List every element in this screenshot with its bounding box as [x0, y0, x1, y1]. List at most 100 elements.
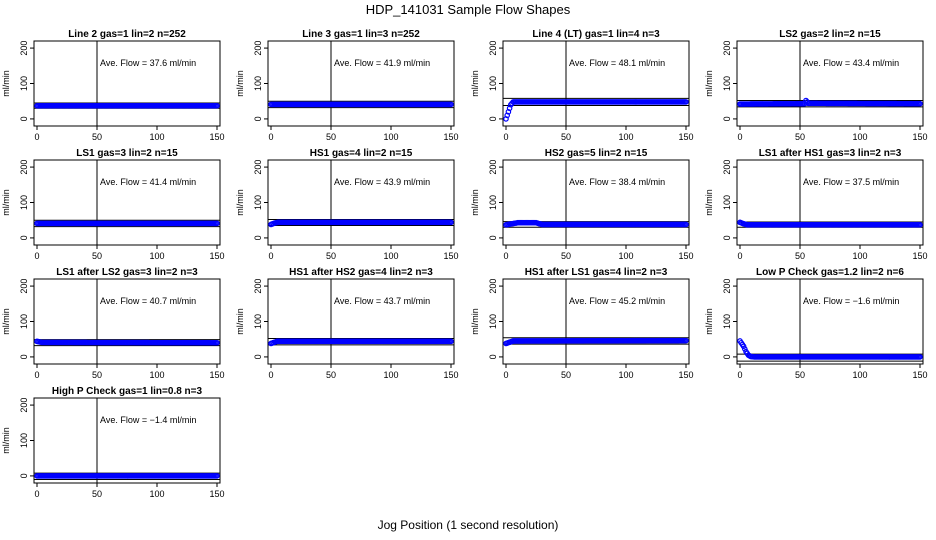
- y-tick-label: 200: [488, 41, 498, 56]
- plot-frame: [736, 278, 924, 365]
- y-tick-label: 100: [253, 76, 263, 91]
- y-axis-label: ml/min: [470, 308, 480, 335]
- data-point: [214, 103, 220, 109]
- y-axis-label: ml/min: [235, 70, 245, 97]
- data-point: [448, 338, 454, 345]
- y-tick-label: 200: [19, 160, 29, 175]
- x-tick-label: 50: [561, 132, 571, 142]
- y-tick-label: 0: [19, 235, 29, 240]
- x-tick-label: 0: [737, 251, 742, 261]
- panel-title: Line 4 (LT) gas=1 lin=4 n=3: [532, 29, 660, 40]
- x-tick-label: 150: [912, 132, 927, 142]
- x-tick-label: 50: [795, 251, 805, 261]
- y-tick-label: 0: [488, 235, 498, 240]
- data-point: [214, 473, 220, 479]
- y-tick-label: 0: [253, 116, 263, 121]
- x-tick-label: 0: [737, 132, 742, 142]
- y-axis-label: ml/min: [1, 70, 11, 97]
- data-point: [214, 339, 220, 346]
- panel-title: LS2 gas=2 lin=2 n=15: [779, 29, 881, 40]
- plot-frame: [267, 159, 455, 246]
- x-tick-label: 100: [618, 251, 633, 261]
- data-points: [34, 103, 220, 109]
- x-tick-label: 150: [209, 251, 224, 261]
- average-flow-annotation: Ave. Flow = −1.6 ml/min: [803, 296, 899, 306]
- x-tick-label: 100: [852, 370, 867, 380]
- chart-panel: HS2 gas=5 lin=2 n=15 ml/min 0 100 200 0 50 100 1…: [470, 148, 694, 261]
- data-point: [917, 100, 923, 107]
- x-tick-label: 150: [443, 370, 458, 380]
- data-points: [268, 219, 454, 228]
- y-axis-label: ml/min: [704, 308, 714, 335]
- x-tick-label: 150: [443, 251, 458, 261]
- chart-panel: LS1 gas=3 lin=2 n=15 ml/min 0 100 200 0 50 100 1…: [1, 148, 225, 261]
- data-point: [448, 219, 454, 226]
- average-flow-annotation: Ave. Flow = 48.1 ml/min: [569, 58, 665, 68]
- x-tick-label: 0: [737, 370, 742, 380]
- x-tick-label: 0: [503, 370, 508, 380]
- x-tick-label: 0: [34, 489, 39, 499]
- plot-frame: [502, 278, 690, 365]
- plot-frame: [33, 397, 221, 484]
- x-tick-label: 50: [326, 251, 336, 261]
- x-tick-label: 100: [149, 132, 164, 142]
- y-tick-label: 0: [19, 116, 29, 121]
- y-tick-label: 100: [488, 76, 498, 91]
- plot-frame: [33, 40, 221, 127]
- data-point: [683, 337, 689, 344]
- plot-frame: [736, 159, 924, 246]
- chart-panel: LS1 after LS2 gas=3 lin=2 n=3 ml/min 0 100 2…: [1, 267, 225, 380]
- data-point: [917, 354, 923, 360]
- y-tick-label: 100: [19, 195, 29, 210]
- x-tick-label: 0: [503, 132, 508, 142]
- y-tick-label: 0: [722, 354, 732, 359]
- data-points: [737, 219, 923, 228]
- y-tick-label: 200: [19, 398, 29, 413]
- y-tick-label: 100: [722, 76, 732, 91]
- chart-panel: High P Check gas=1 lin=0.8 n=3 ml/min 0 100…: [1, 386, 225, 499]
- x-tick-label: 100: [852, 132, 867, 142]
- data-points: [503, 337, 689, 347]
- data-points: [503, 99, 689, 122]
- x-tick-label: 50: [92, 489, 102, 499]
- x-tick-label: 0: [268, 132, 273, 142]
- y-tick-label: 100: [722, 314, 732, 329]
- average-flow-annotation: Ave. Flow = 41.9 ml/min: [334, 58, 430, 68]
- x-tick-label: 50: [326, 132, 336, 142]
- x-tick-label: 100: [149, 370, 164, 380]
- data-points: [503, 219, 689, 228]
- plot-frame: [267, 278, 455, 365]
- x-tick-label: 50: [92, 132, 102, 142]
- x-tick-label: 50: [561, 251, 571, 261]
- plot-frame: [502, 40, 690, 127]
- plot-frame: [267, 40, 455, 127]
- plot-frame: [502, 159, 690, 246]
- average-flow-annotation: Ave. Flow = 43.4 ml/min: [803, 58, 899, 68]
- y-tick-label: 200: [253, 41, 263, 56]
- data-points: [34, 338, 220, 346]
- y-tick-label: 200: [722, 160, 732, 175]
- x-tick-label: 50: [326, 370, 336, 380]
- y-tick-label: 0: [488, 116, 498, 121]
- average-flow-annotation: Ave. Flow = 45.2 ml/min: [569, 296, 665, 306]
- y-axis-label: ml/min: [235, 189, 245, 216]
- data-points: [34, 473, 220, 479]
- data-points: [34, 220, 220, 227]
- y-tick-label: 0: [19, 473, 29, 478]
- y-tick-label: 200: [722, 279, 732, 294]
- panel-title: High P Check gas=1 lin=0.8 n=3: [52, 386, 203, 397]
- x-tick-label: 100: [149, 489, 164, 499]
- x-tick-label: 100: [149, 251, 164, 261]
- x-tick-label: 150: [912, 251, 927, 261]
- data-point: [214, 220, 220, 227]
- y-tick-label: 0: [722, 235, 732, 240]
- chart-panel: Low P Check gas=1.2 lin=2 n=6 ml/min 0 100 2…: [704, 267, 928, 380]
- panel-title: LS1 gas=3 lin=2 n=15: [76, 148, 178, 159]
- plot-frame: [33, 278, 221, 365]
- x-tick-label: 0: [34, 132, 39, 142]
- chart-panel: HS1 after HS2 gas=4 lin=2 n=3 ml/min 0 100 2…: [235, 267, 459, 380]
- y-tick-label: 0: [488, 354, 498, 359]
- y-axis-label: ml/min: [704, 70, 714, 97]
- data-points: [268, 101, 454, 108]
